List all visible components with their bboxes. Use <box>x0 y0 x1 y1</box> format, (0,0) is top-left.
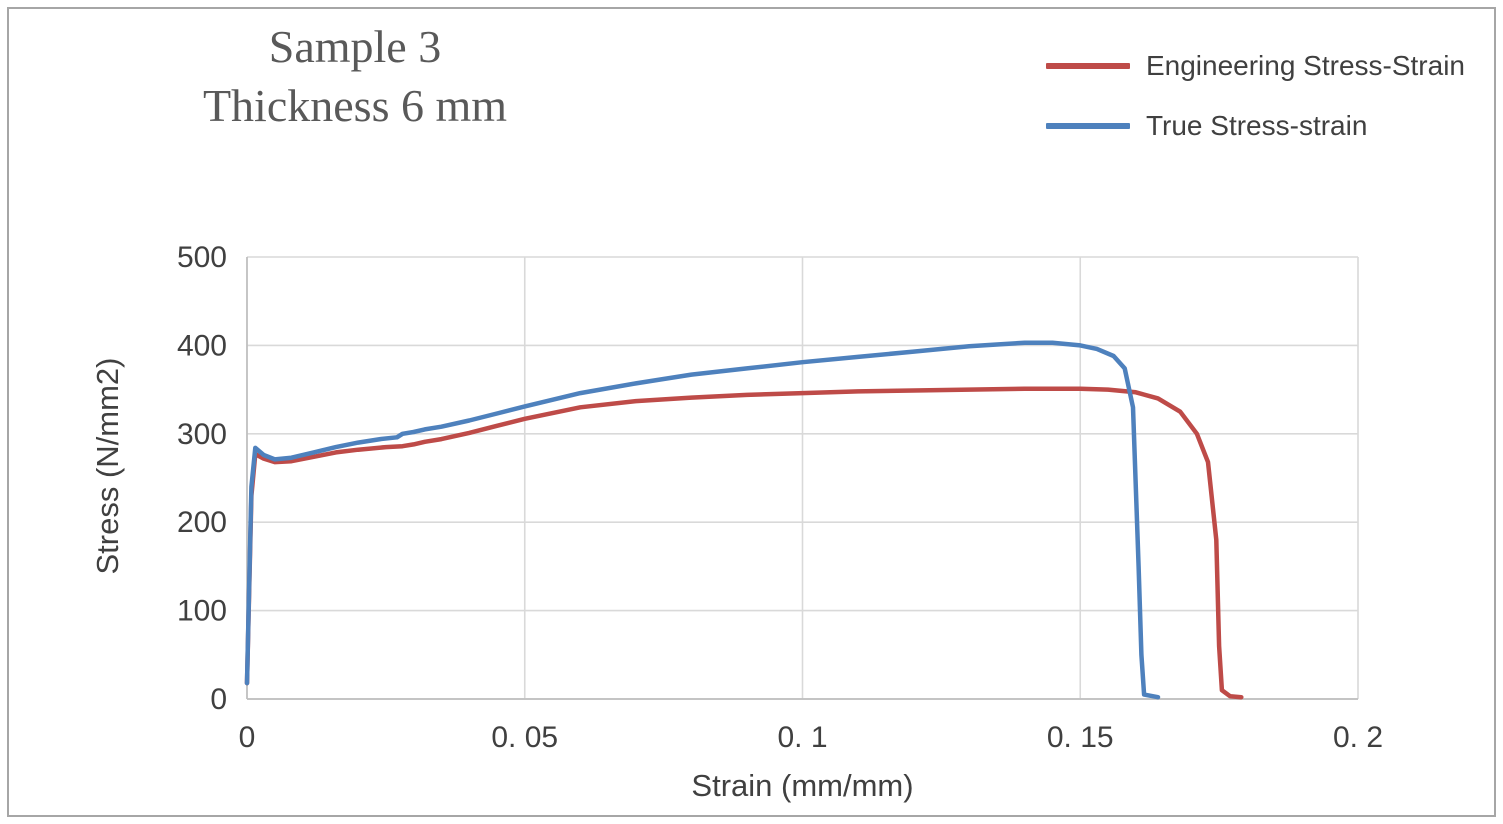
x-tick-label-0.2: 0. 2 <box>1333 721 1383 754</box>
legend-label-engineering: Engineering Stress-Strain <box>1145 50 1465 81</box>
series-line-1 <box>244 340 1161 700</box>
x-tick-label-0.05: 0. 05 <box>491 721 558 754</box>
legend-item-true: True Stress-strain <box>1045 110 1465 142</box>
y-tick-label-300: 300 <box>177 418 227 451</box>
y-tick-label-100: 100 <box>177 595 227 628</box>
x-tick-label-0: 0 <box>239 721 256 754</box>
y-tick-label-0: 0 <box>210 683 227 716</box>
legend-item-engineering: Engineering Stress-Strain <box>1045 50 1465 82</box>
legend-label-true: True Stress-strain <box>1145 110 1368 141</box>
series-line-0 <box>244 386 1244 700</box>
chart-title-line1: Sample 3 <box>268 21 442 72</box>
chart-title: Sample 3 Thickness 6 mm <box>115 18 595 136</box>
chart-title-line2: Thickness 6 mm <box>202 79 508 131</box>
y-axis-title: Stress (N/mm2) <box>90 357 125 575</box>
y-tick-label-200: 200 <box>177 506 227 539</box>
y-tick-label-500: 500 <box>177 241 227 274</box>
legend: Engineering Stress-Strain True Stress-st… <box>1045 50 1465 142</box>
x-tick-label-0.15: 0. 15 <box>1047 721 1114 754</box>
legend-swatch-true-icon <box>1045 123 1130 129</box>
x-axis-title: Strain (mm/mm) <box>691 768 914 803</box>
legend-swatch-engineering-icon <box>1045 63 1130 69</box>
y-tick-label-400: 400 <box>177 329 227 362</box>
x-tick-label-0.1: 0. 1 <box>777 721 827 754</box>
